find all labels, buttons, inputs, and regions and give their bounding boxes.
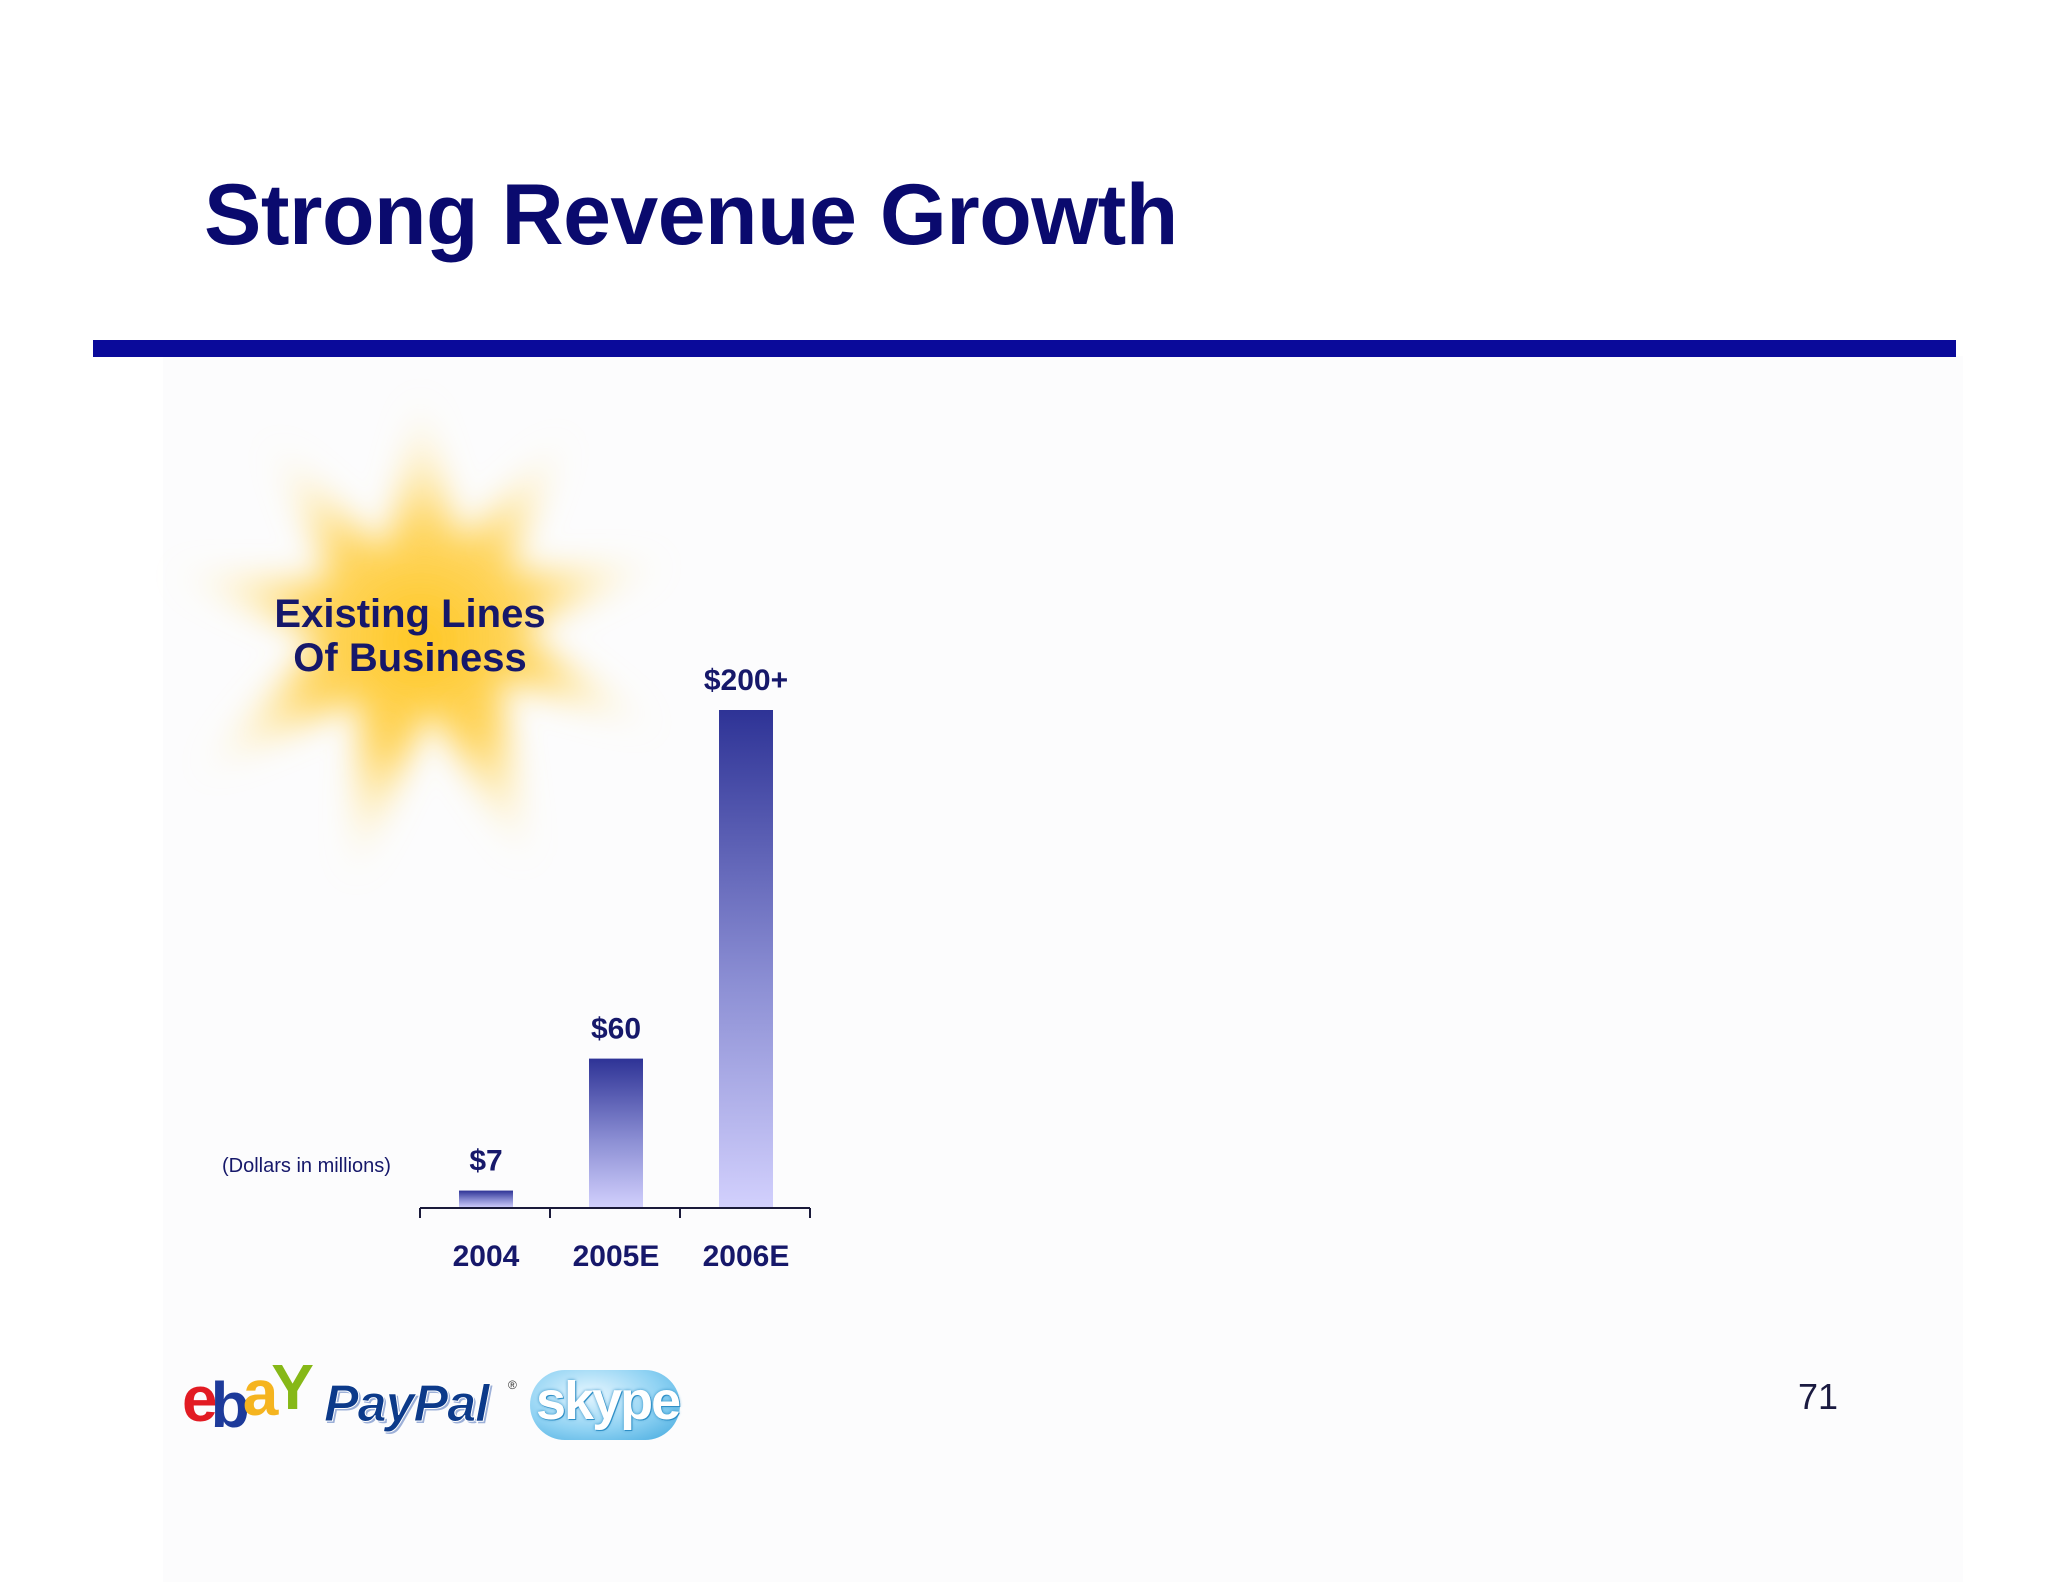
bar-2005E (589, 1058, 643, 1208)
data-label-2005E: $60 (591, 1013, 641, 1046)
registered-mark: ® (508, 1378, 517, 1392)
page-number: 71 (1798, 1376, 1839, 1417)
paypal-logo: PayPal (324, 1375, 491, 1434)
title-divider (93, 340, 1956, 357)
units-note: (Dollars in millions) (222, 1155, 391, 1177)
tick-label-2005E: 2005E (573, 1240, 660, 1273)
slide-title: Strong Revenue Growth (204, 167, 1178, 263)
bar-2006E (719, 710, 773, 1208)
callout-line-2: Of Business (293, 636, 527, 680)
callout-line-1: Existing Lines (274, 592, 546, 636)
tick-label-2004: 2004 (453, 1240, 520, 1273)
data-label-2006E: $200+ (704, 664, 788, 697)
skype-logo-cloud (530, 1370, 680, 1440)
skype-logo: skype (536, 1371, 681, 1431)
starburst-graphic (160, 390, 680, 890)
starburst-shape (160, 390, 680, 890)
tick-label-2006E: 2006E (703, 1240, 790, 1273)
data-label-2004: $7 (469, 1145, 502, 1178)
callout-label: Existing Lines Of Business (230, 592, 590, 680)
bar-2004 (459, 1190, 513, 1208)
ebay-logo: ebaY (182, 1351, 314, 1441)
